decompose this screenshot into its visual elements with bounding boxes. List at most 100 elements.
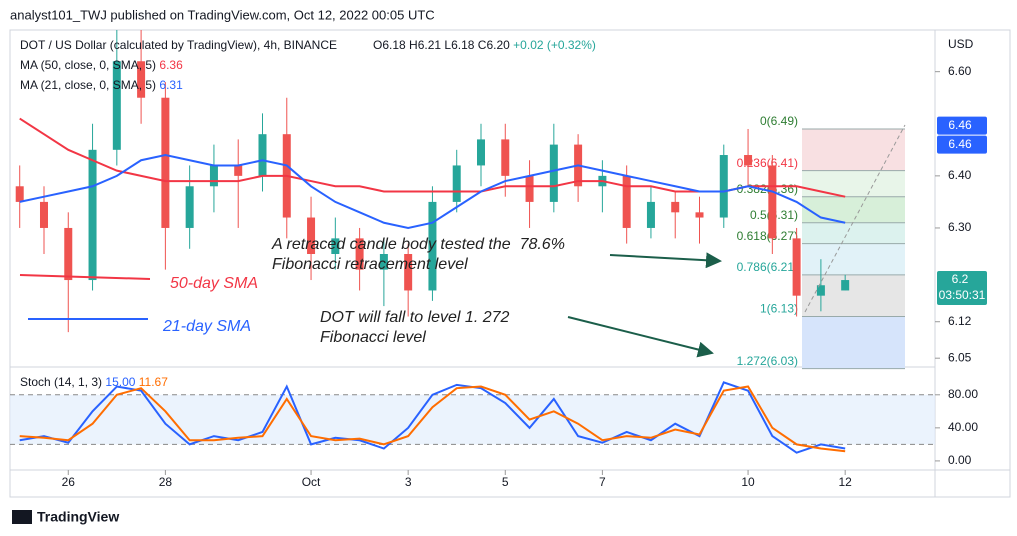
fib-label: 1.272(6.03) (737, 354, 798, 368)
legend-symbol: DOT / US Dollar (calculated by TradingVi… (20, 38, 337, 52)
candle-body (476, 139, 485, 166)
stoch-tick-label: 80.00 (948, 387, 978, 401)
candle-body (428, 201, 437, 291)
candle-body (185, 186, 194, 228)
annotation: A retraced candle body tested the 78.6% (271, 236, 565, 253)
y-tick-label: 6.40 (948, 168, 972, 182)
x-tick-label: 5 (502, 475, 509, 489)
ohlc: O6.18 (373, 38, 406, 52)
candle-body (161, 97, 170, 228)
candle-body (15, 186, 24, 202)
candle-body (112, 61, 121, 150)
countdown: 03:50:31 (939, 288, 986, 302)
candle-body (209, 165, 218, 187)
stoch-tick-label: 40.00 (948, 420, 978, 434)
candle-body (646, 201, 655, 228)
candle-body (768, 165, 777, 239)
stoch-name: Stoch (14, 1, 3) (20, 375, 102, 389)
stoch-tick-label: 0.00 (948, 453, 972, 467)
candle-body (816, 285, 825, 296)
candle-body (841, 280, 850, 291)
ohlc: C6.20 (478, 38, 510, 52)
fib-label: 0(6.49) (760, 114, 798, 128)
annotation: 21-day SMA (162, 318, 251, 335)
candle-body (64, 227, 73, 281)
stoch-k: 15.00 (105, 375, 135, 389)
ohlc: H6.21 (409, 38, 441, 52)
fib-zone (802, 316, 905, 369)
candle-body (258, 134, 267, 176)
annotation: DOT will fall to level 1. 272 (320, 309, 510, 326)
candle-body (331, 238, 340, 254)
fib-zone (802, 128, 905, 171)
logo-icon (12, 510, 32, 524)
stoch-d: 11.67 (139, 375, 168, 389)
arrow (567, 316, 714, 358)
price-tag (937, 135, 987, 154)
candle-body (744, 155, 753, 166)
x-tick-label: 3 (405, 475, 412, 489)
y-tick-label: 6.05 (948, 350, 972, 364)
x-tick-label: Oct (302, 475, 321, 489)
change: +0.02 (+0.32%) (513, 38, 596, 52)
x-tick-label: 12 (838, 475, 852, 489)
ma-value: 6.36 (159, 58, 183, 72)
legend-stoch: Stoch (14, 1, 3) 15.00 11.67 (20, 375, 168, 389)
annotation: 50-day SMA (170, 275, 258, 292)
fib-zone (802, 222, 905, 244)
y-tick-label: 6.12 (948, 314, 972, 328)
header: analyst101_TWJ published on TradingView.… (10, 7, 435, 22)
ma-value: 6.31 (159, 78, 183, 92)
y-tick-label: 6.60 (948, 64, 972, 78)
legend-ma: MA (50, close, 0, SMA, 5) 6.36 (20, 58, 183, 72)
candle-body (792, 238, 801, 296)
fib-label: 1(6.13) (760, 302, 798, 316)
y-tick-label: 6.30 (948, 220, 972, 234)
annotation: Fibonacci retracement level (272, 256, 468, 273)
annotation: Fibonacci level (320, 329, 426, 346)
legend-ma: MA (21, close, 0, SMA, 5) 6.31 (20, 78, 183, 92)
ma-line (19, 154, 846, 229)
candle-body (525, 175, 534, 202)
x-tick-label: 26 (62, 475, 76, 489)
price-tag (937, 116, 987, 135)
fib-tool: 0(6.49)0.236(6.41)0.382(6.36)0.5(6.31)0.… (737, 114, 905, 370)
ohlc: L6.18 (444, 38, 474, 52)
sma50-marker (19, 274, 151, 280)
stoch-line (19, 385, 846, 453)
legend-ohlc: O6.18 H6.21 L6.18 C6.20 +0.02 (+0.32%) (373, 38, 596, 52)
price-tag-label: 6.46 (948, 118, 972, 132)
logo: TradingView (37, 509, 119, 525)
candle-body (234, 165, 243, 176)
fib-label: 0.382(6.36) (737, 182, 798, 196)
candle-body (379, 254, 388, 270)
price-tag-label: 6.2 (952, 272, 969, 286)
x-tick-label: 28 (159, 475, 173, 489)
candle-body (307, 217, 316, 254)
frame (9, 29, 1011, 498)
x-tick-label: 7 (599, 475, 606, 489)
candle-body (404, 254, 413, 291)
x-tick-label: 10 (741, 475, 755, 489)
candle-body (549, 144, 558, 202)
arrow (609, 252, 722, 269)
currency: USD (948, 37, 974, 51)
candle-body (501, 139, 510, 176)
price-tag (937, 271, 987, 306)
fib-trend-line (804, 124, 906, 313)
candle-body (695, 212, 704, 218)
price-tag-label: 6.46 (948, 137, 972, 151)
ma-name: MA (50, close, 0, SMA, 5) (20, 58, 156, 72)
fib-zone (802, 170, 905, 197)
candle-body (88, 149, 97, 281)
fib-label: 0.786(6.21) (737, 260, 798, 274)
plot: 26 28 Oct 3 5 7 10 12 6.60 6.40 6.30 6.12 6.05 6.46 6.… (10, 30, 987, 489)
candle-body (452, 165, 461, 202)
candle-body (355, 238, 364, 270)
ma-name: MA (21, close, 0, SMA, 5) (20, 78, 156, 92)
candle-body (671, 201, 680, 213)
candle-body (622, 175, 631, 228)
stoch-band (10, 394, 935, 445)
fib-zone (802, 196, 905, 223)
candle-body (719, 155, 728, 218)
